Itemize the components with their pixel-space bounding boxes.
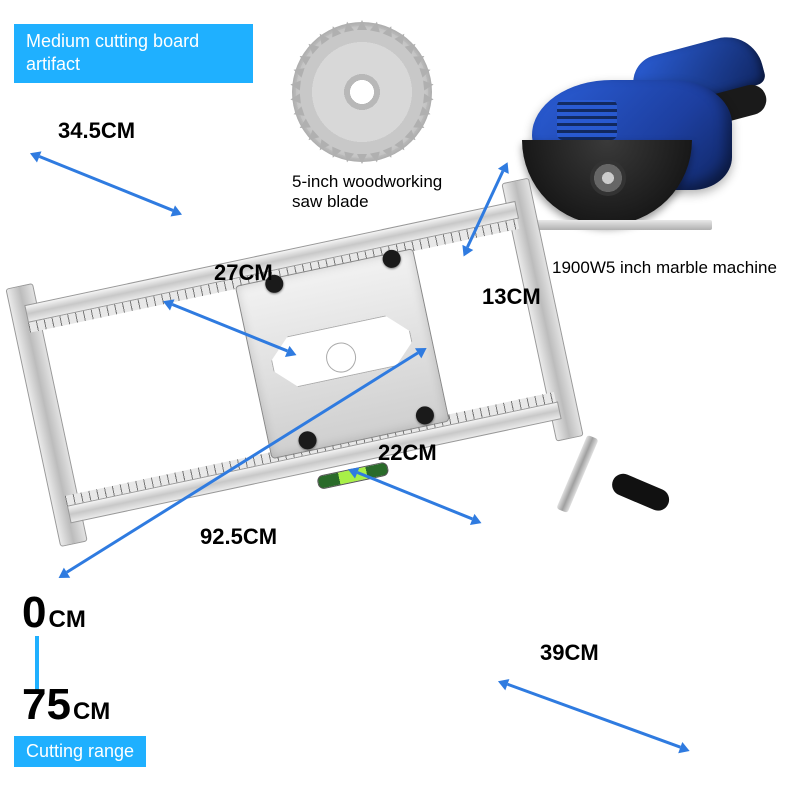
cutting-guide-jig: [0, 62, 661, 739]
tool-vents: [557, 100, 617, 140]
dim-label-92-5: 92.5CM: [200, 524, 277, 550]
dim-label-39: 39CM: [540, 640, 599, 666]
range-max-value: 75: [22, 680, 71, 729]
cutting-range-max: 75CM: [22, 680, 110, 730]
jig-handle-shaft: [556, 435, 598, 513]
dim-label-27: 27CM: [214, 260, 273, 286]
range-max-unit: CM: [73, 698, 110, 725]
cutting-range-banner: Cutting range: [14, 736, 146, 767]
range-min-unit: CM: [48, 606, 85, 633]
dim-label-22: 22CM: [378, 440, 437, 466]
cutting-range-min: 0CM: [22, 588, 86, 638]
title-banner: Medium cutting board artifact: [14, 24, 253, 83]
dim-label-34-5: 34.5CM: [58, 118, 135, 144]
dimension-arrow: [499, 680, 688, 751]
tool-arbor-nut: [590, 160, 626, 196]
jig-handle-grip: [609, 470, 673, 514]
dim-label-13: 13CM: [482, 284, 541, 310]
range-min-value: 0: [22, 588, 46, 637]
